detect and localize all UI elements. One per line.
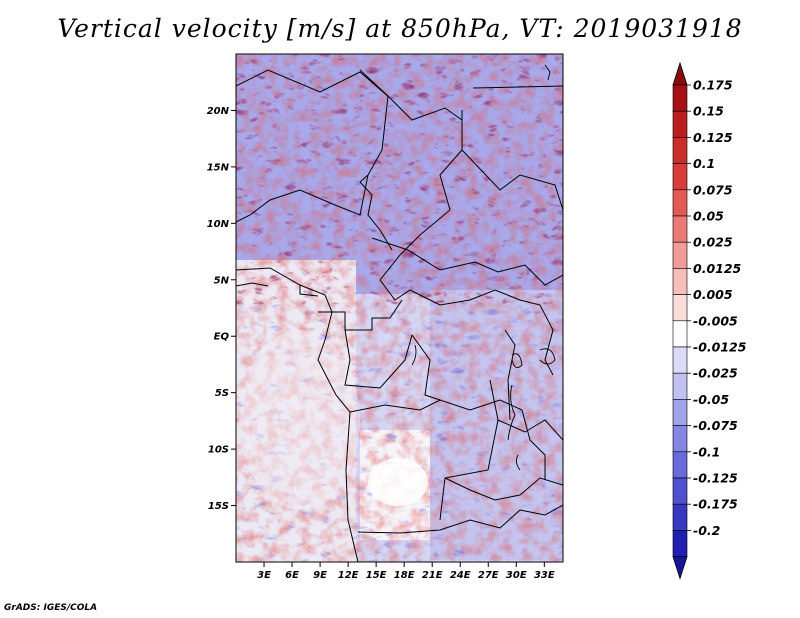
colorbar-band xyxy=(672,530,688,557)
lon-tick-label: 24E xyxy=(450,570,471,581)
colorbar-top-arrow xyxy=(672,61,688,86)
colorbar-label: 0.05 xyxy=(693,209,724,224)
lon-tick-label: 30E xyxy=(506,570,527,581)
lat-tick-label: 10S xyxy=(208,445,229,456)
lat-tick-label: 20N xyxy=(207,106,230,117)
colorbar-label: -0.1 xyxy=(693,444,720,459)
colorbar-label: 0.075 xyxy=(693,182,733,197)
colorbar-bottom-arrow xyxy=(672,556,688,580)
lon-tick-label: 18E xyxy=(394,570,415,581)
lon-tick-label: 9E xyxy=(313,570,327,581)
lon-tick-label: 3E xyxy=(257,570,271,581)
colorbar: 0.175 0.15 0.125 0.1 0.075 0.05 0.025 0.0125 0.0… xyxy=(672,61,747,580)
colorbar-label: -0.005 xyxy=(693,313,738,328)
lat-tick-label: 15S xyxy=(208,501,229,512)
colorbar-band xyxy=(672,399,688,426)
colorbar-label: 0.1 xyxy=(693,156,715,171)
lat-tick-label: 10N xyxy=(207,219,230,230)
lon-tick-label: 12E xyxy=(338,570,359,581)
colorbar-label: 0.15 xyxy=(693,104,724,119)
map-frame xyxy=(235,53,564,563)
colorbar-label: -0.0125 xyxy=(693,340,747,355)
colorbar-band xyxy=(672,163,688,191)
colorbar-band xyxy=(672,294,688,322)
colorbar-band xyxy=(672,241,688,269)
colorbar-band xyxy=(672,451,688,479)
colorbar-band xyxy=(672,477,688,505)
colorbar-band xyxy=(672,346,688,374)
colorbar-label: 0.005 xyxy=(693,287,733,302)
colorbar-label: 0.175 xyxy=(693,78,733,93)
colorbar-label: -0.025 xyxy=(693,366,738,381)
grads-credit: GrADS: IGES/COLA xyxy=(4,603,98,613)
lat-tick-label: EQ xyxy=(214,332,230,343)
colorbar-label: -0.05 xyxy=(693,392,729,407)
colorbar-label: -0.175 xyxy=(693,497,738,512)
colorbar-band xyxy=(672,268,688,295)
colorbar-band xyxy=(672,215,688,243)
lon-tick-label: 6E xyxy=(285,570,299,581)
colorbar-band xyxy=(672,137,688,164)
lon-tick-label: 15E xyxy=(366,570,387,581)
velocity-field xyxy=(236,54,563,562)
latitude-axis: 20N 15N 10N 5N EQ 5S 10S 15S xyxy=(207,106,236,512)
lon-tick-label: 27E xyxy=(478,570,499,581)
chart-title: Vertical velocity [m/s] at 850hPa, VT: 2… xyxy=(57,14,743,43)
colorbar-band xyxy=(672,189,688,217)
lat-tick-label: 15N xyxy=(207,162,230,173)
colorbar-label: -0.125 xyxy=(693,471,738,486)
lat-tick-label: 5S xyxy=(215,388,229,399)
colorbar-label: -0.075 xyxy=(693,418,738,433)
colorbar-band xyxy=(672,320,688,348)
colorbar-band xyxy=(672,425,688,453)
lon-tick-label: 33E xyxy=(534,570,555,581)
lon-tick-label: 21E xyxy=(422,570,443,581)
colorbar-label: 0.0125 xyxy=(693,261,742,276)
colorbar-band xyxy=(672,84,688,112)
colorbar-label: -0.2 xyxy=(693,523,720,538)
colorbar-label: 0.025 xyxy=(693,235,733,250)
lat-tick-label: 5N xyxy=(214,275,230,286)
colorbar-label: 0.125 xyxy=(693,130,733,145)
longitude-axis: 3E 6E 9E 12E 15E 18E 21E 24E 27E 30E 33E xyxy=(257,562,555,581)
colorbar-band xyxy=(672,503,688,531)
colorbar-band xyxy=(672,110,688,138)
colorbar-band xyxy=(672,372,688,400)
